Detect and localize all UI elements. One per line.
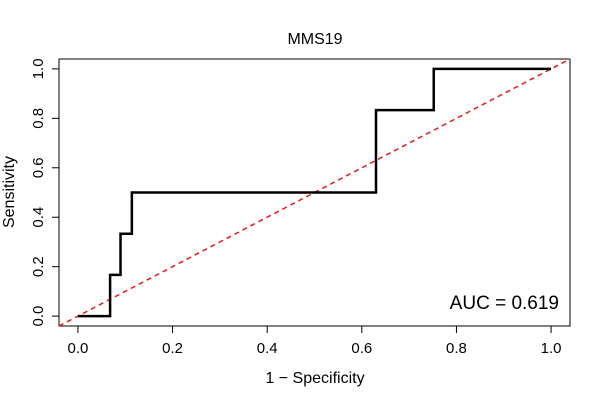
x-tick-label: 0.2	[162, 340, 183, 357]
y-axis-label: Sensitivity	[1, 156, 18, 228]
chart-title: MMS19	[287, 31, 342, 48]
x-tick-label: 0.8	[446, 340, 467, 357]
y-tick-label: 0.4	[30, 207, 47, 228]
y-axis: 0.0 0.2 0.4 0.6 0.8 1.0	[30, 58, 60, 327]
x-axis-label: 1 − Specificity	[265, 370, 364, 387]
y-tick-label: 0.8	[30, 108, 47, 129]
y-tick-label: 0.0	[30, 306, 47, 327]
series-layer	[58, 58, 571, 327]
x-tick-label: 0.0	[67, 340, 88, 357]
y-tick-label: 0.6	[30, 157, 47, 178]
y-tick-label: 0.2	[30, 256, 47, 277]
roc-curve-line	[77, 67, 552, 318]
x-axis: 0.0 0.2 0.4 0.6 0.8 1.0	[67, 325, 562, 357]
auc-annotation: AUC = 0.619	[450, 293, 559, 314]
x-tick-label: 0.4	[257, 340, 278, 357]
x-tick-label: 1.0	[541, 340, 562, 357]
x-tick-label: 0.6	[351, 340, 372, 357]
y-tick-label: 1.0	[30, 58, 47, 79]
